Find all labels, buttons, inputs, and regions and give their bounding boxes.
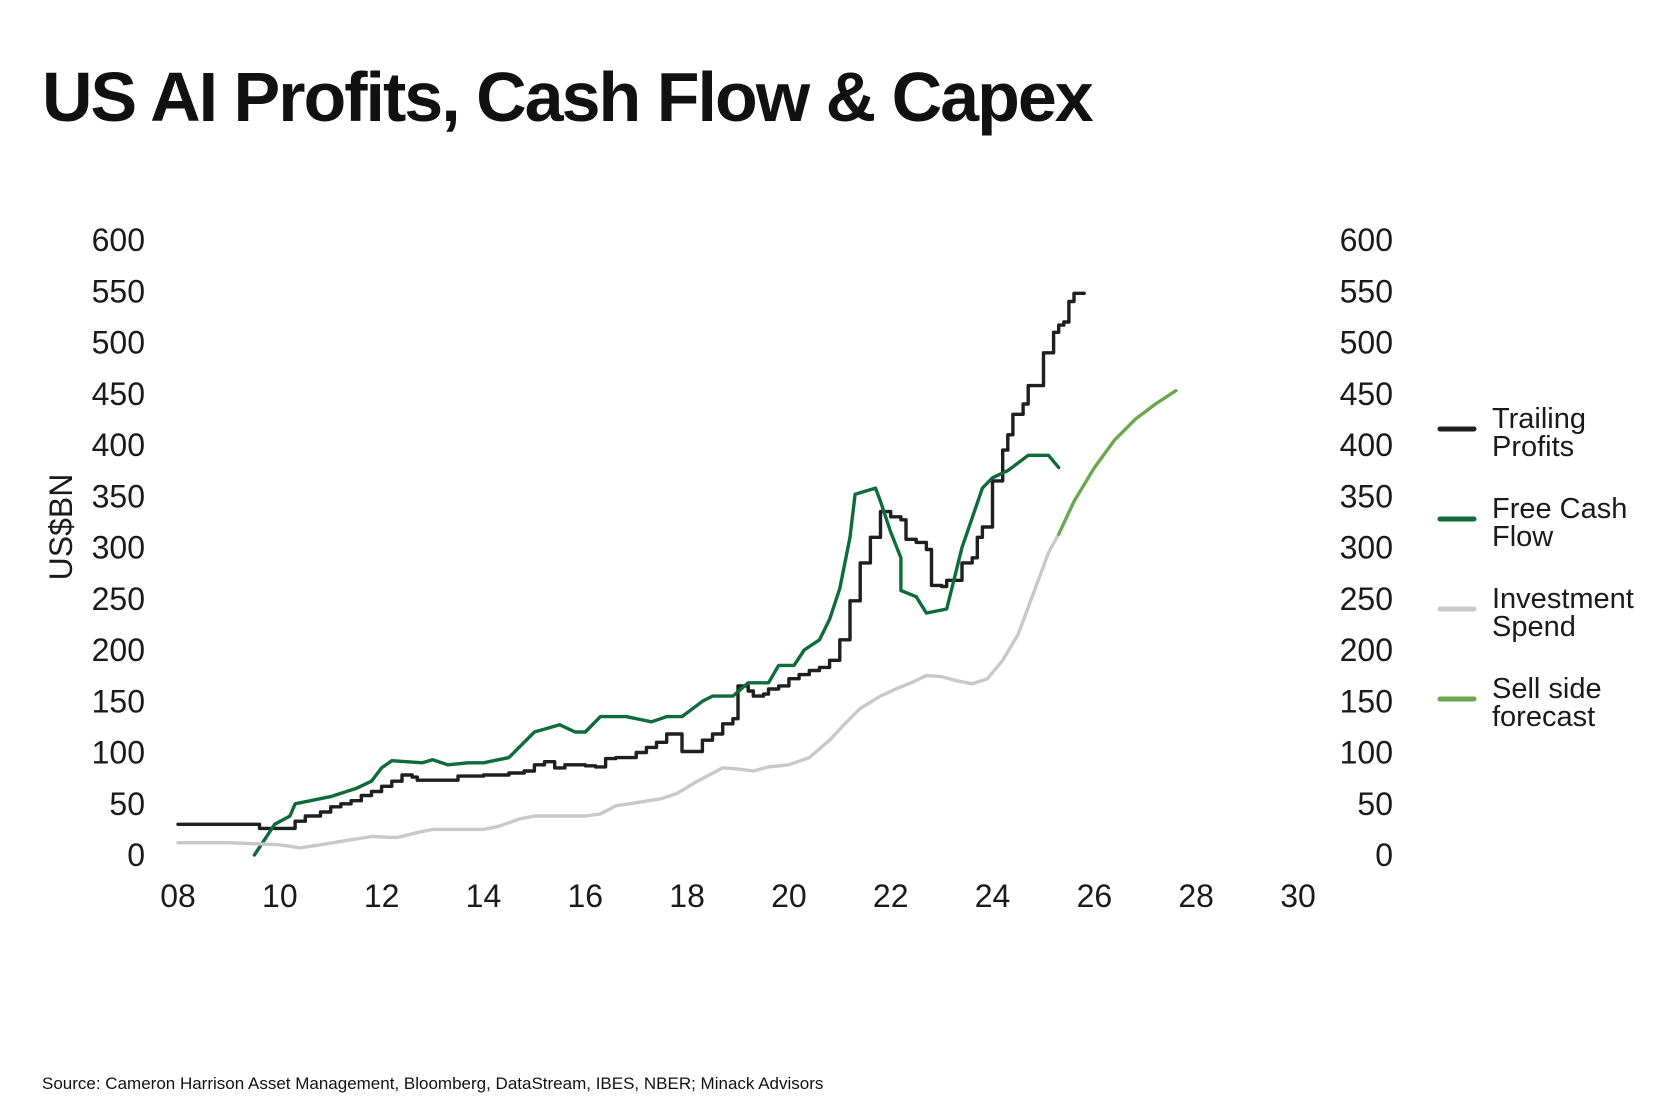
x-axis: 08 10 12 14 16 18 20 22 24 26 28 30 xyxy=(160,878,1316,914)
series-line-free-cash-flow xyxy=(252,453,1061,857)
chart-title: US AI Profits, Cash Flow & Capex xyxy=(42,58,1094,136)
legend-label: Investment xyxy=(1492,583,1634,615)
y-tick-label-right: 250 xyxy=(1340,581,1393,617)
y-tick-label-left: 250 xyxy=(92,581,145,617)
y-tick-label-left: 600 xyxy=(92,222,145,258)
series-line-trailing-profits xyxy=(176,291,1086,831)
y-tick-label-left: 0 xyxy=(127,837,145,873)
x-tick-label: 26 xyxy=(1077,878,1113,914)
y-tick-label-left: 550 xyxy=(92,273,145,309)
x-tick-label: 10 xyxy=(262,878,298,914)
x-tick-label: 28 xyxy=(1178,878,1214,914)
legend-label: Flow xyxy=(1492,521,1554,553)
y-tick-label-right: 0 xyxy=(1375,837,1393,873)
y-tick-label-right: 100 xyxy=(1340,735,1393,771)
series-layer xyxy=(176,291,1178,857)
series-line-investment-spend xyxy=(176,532,1061,850)
legend-label: Spend xyxy=(1492,611,1576,643)
y-tick-label-left: 200 xyxy=(92,632,145,668)
x-tick-label: 24 xyxy=(975,878,1011,914)
legend-label: Sell side xyxy=(1492,673,1602,705)
y-tick-label-left: 150 xyxy=(92,683,145,719)
legend-label: forecast xyxy=(1492,701,1595,733)
y-tick-label-left: 300 xyxy=(92,530,145,566)
y-tick-label-right: 350 xyxy=(1340,478,1393,514)
y-axis-label: US$BN xyxy=(43,474,79,581)
x-tick-label: 08 xyxy=(160,878,196,914)
x-tick-label: 22 xyxy=(873,878,909,914)
x-tick-label: 20 xyxy=(771,878,807,914)
y-tick-label-right: 500 xyxy=(1340,325,1393,361)
y-tick-label-left: 400 xyxy=(92,427,145,463)
x-tick-label: 12 xyxy=(364,878,400,914)
source-note: Source: Cameron Harrison Asset Managemen… xyxy=(42,1074,824,1093)
y-tick-label-left: 350 xyxy=(92,478,145,514)
y-tick-label-right: 550 xyxy=(1340,273,1393,309)
x-tick-label: 18 xyxy=(669,878,705,914)
y-tick-label-left: 450 xyxy=(92,376,145,412)
y-tick-label-left: 500 xyxy=(92,325,145,361)
y-tick-label-right: 200 xyxy=(1340,632,1393,668)
legend-label: Trailing xyxy=(1492,403,1586,435)
y-axis-left: 0 50 100 150 200 250 300 350 400 450 500 550 600 xyxy=(92,222,145,873)
y-tick-label-left: 100 xyxy=(92,735,145,771)
series-line-sell-side-forecast xyxy=(1057,389,1178,536)
x-tick-label: 14 xyxy=(466,878,502,914)
legend-label: Free Cash xyxy=(1492,493,1627,525)
y-axis-right: 0 50 100 150 200 250 300 350 400 450 500 550 600 xyxy=(1340,222,1393,873)
x-tick-label: 30 xyxy=(1280,878,1316,914)
legend-label: Profits xyxy=(1492,431,1574,463)
y-tick-label-right: 150 xyxy=(1340,683,1393,719)
y-tick-label-left: 50 xyxy=(109,786,145,822)
x-tick-label: 16 xyxy=(567,878,603,914)
y-tick-label-right: 300 xyxy=(1340,530,1393,566)
y-tick-label-right: 50 xyxy=(1357,786,1393,822)
y-tick-label-right: 600 xyxy=(1340,222,1393,258)
y-tick-label-right: 450 xyxy=(1340,376,1393,412)
y-tick-label-right: 400 xyxy=(1340,427,1393,463)
